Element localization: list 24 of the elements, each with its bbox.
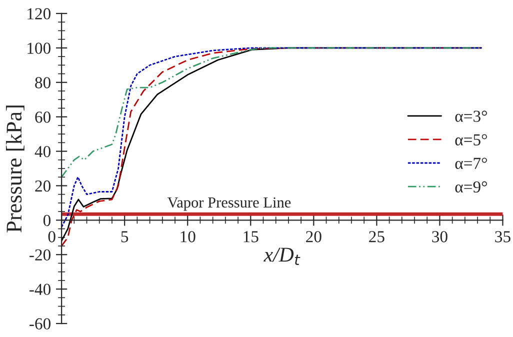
y-tick-label: 20: [35, 180, 51, 192]
y-tick-label: 60: [35, 112, 51, 123]
x-tick-label: 10: [180, 231, 196, 242]
y-tick-label: 0: [43, 214, 51, 226]
x-tick-label: 15: [244, 231, 258, 242]
x-tick-label: 25: [369, 231, 384, 242]
y-tick-label: 120: [28, 8, 51, 20]
y-tick-label: -20: [30, 249, 51, 261]
ref-line-label: Vapor Pressure Line: [167, 197, 291, 211]
y-axis-title: Pressure [kPa]: [6, 106, 24, 232]
y-tick-label: -40: [30, 284, 51, 296]
x-axis-title: x/D$_{t}$: [264, 248, 300, 265]
legend-label: α=5°: [455, 134, 487, 146]
x-tick-label: 30: [432, 231, 448, 242]
legend-label: α=9°: [455, 181, 487, 193]
x-tick-label: 20: [306, 231, 322, 242]
y-tick-label: 100: [28, 42, 51, 54]
x-tick-label: 35: [495, 231, 510, 242]
legend-label: α=3°: [455, 110, 487, 122]
y-tick-label: 80: [35, 77, 51, 88]
y-tick-label: -60: [30, 318, 51, 330]
x-tick-label: 5: [121, 231, 128, 242]
legend-label: α=7°: [455, 158, 487, 169]
y-tick-label: 40: [34, 146, 51, 158]
